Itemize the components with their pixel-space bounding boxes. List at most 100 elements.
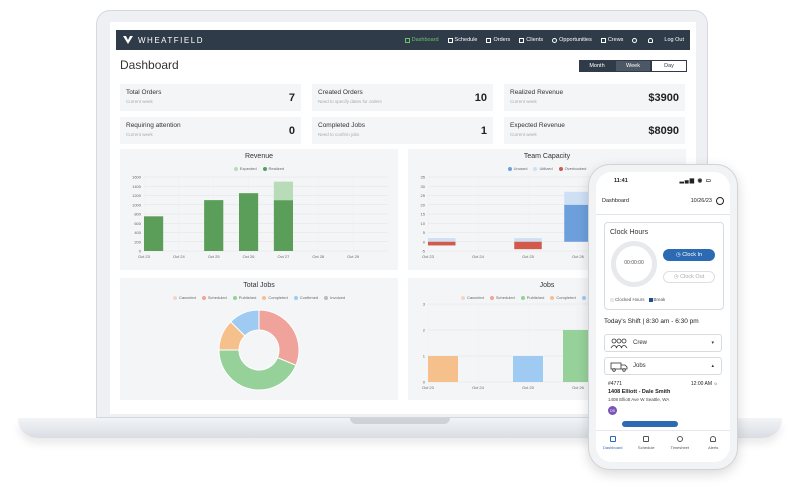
legend-item[interactable]: Completed [550, 295, 576, 300]
legend-item[interactable]: Scheduled [489, 295, 515, 300]
range-day-button[interactable]: Day [651, 60, 687, 72]
tab-alerts[interactable]: Alerts [697, 431, 731, 462]
jobs-dropdown[interactable]: Jobs ▴ [604, 357, 722, 375]
phone-time: 11:41 [614, 178, 628, 184]
chart-icon [404, 37, 410, 43]
legend-break: Break [648, 297, 665, 302]
y-tick-label: 1200 [132, 193, 142, 198]
legend-item[interactable]: Scheduled [201, 295, 227, 300]
bell-icon [710, 436, 717, 442]
stat-expected-revenue: Expected Revenue Current week $8090 [504, 117, 685, 144]
clock-title: Clock Hours [610, 229, 649, 236]
y-tick-label: 1000 [132, 202, 142, 207]
clock-hours-card: Clock Hours 00:00:00 ◷ Clock In ◷ Clock … [604, 222, 724, 310]
legend-item[interactable]: Published [232, 295, 256, 300]
x-tick-label: Oct 24 [472, 254, 485, 259]
clock-in-button[interactable]: ◷ Clock In [663, 249, 715, 261]
gear-icon [632, 37, 638, 43]
divider [596, 214, 730, 215]
nav-crews-label: Crews [607, 37, 624, 43]
phone-date: 10/26/23 [690, 198, 712, 204]
legend-item[interactable]: Published [520, 295, 544, 300]
nav-schedule-label: Schedule [454, 37, 478, 43]
truck-icon [600, 37, 606, 43]
nav-schedule[interactable]: Schedule [447, 37, 478, 43]
laptop-notch [350, 418, 450, 424]
nav-profile[interactable] [648, 37, 655, 43]
tab-label: Alerts [708, 445, 719, 450]
stat-sub: Current week [510, 132, 537, 137]
clock-out-label: Clock Out [680, 274, 705, 280]
stat-label: Created Orders [318, 89, 363, 96]
range-month-button[interactable]: Month [579, 60, 615, 72]
tab-timesheet[interactable]: Timesheet [663, 431, 697, 462]
chart-legend: Canceled Scheduled Published Completed Confi… [120, 295, 398, 300]
nav-crews[interactable]: Crews [600, 37, 624, 43]
stat-sub: Need to specify dates for orders [318, 99, 382, 104]
chevron-down-icon: ▾ [711, 340, 714, 346]
y-tick-label: 0 [139, 249, 142, 254]
stat-value: $3900 [648, 92, 679, 104]
donut-slice-scheduled [258, 309, 300, 366]
clock-icon [676, 436, 683, 442]
y-tick-label: 400 [134, 230, 141, 235]
chart-legend: Unused Utilized Overbooked [408, 166, 686, 171]
nav-logout[interactable]: Log Out [664, 37, 684, 43]
todays-shift: Today's Shift | 8:30 am - 6:30 pm [604, 318, 699, 325]
x-tick-label: Oct 24 [472, 385, 485, 390]
bar-realized [204, 200, 224, 251]
chart-title: Revenue [244, 153, 274, 160]
contact-icon [519, 37, 525, 43]
legend-item[interactable]: Utilized [533, 166, 553, 171]
user-icon[interactable] [716, 197, 724, 205]
stat-value: 1 [480, 125, 487, 137]
bar-expected [273, 181, 294, 201]
y-tick-label: 1400 [132, 184, 142, 189]
job-number: #4771 [608, 381, 622, 387]
crew-dropdown[interactable]: Crew ▾ [604, 334, 722, 352]
brand-name: WHEATFIELD [138, 35, 204, 45]
y-tick-label: 800 [134, 212, 141, 217]
legend-item[interactable]: Confirmed [293, 295, 318, 300]
tab-dashboard[interactable]: Dashboard [596, 431, 630, 462]
nav-clients-label: Clients [526, 37, 544, 43]
legend-clocked: Clocked Hours [610, 297, 645, 302]
legend-item[interactable]: Overbooked [558, 166, 586, 171]
nav-orders-label: Orders [493, 37, 511, 43]
job-time: 12:00 AM ☼ [690, 381, 718, 387]
clock-out-button[interactable]: ◷ Clock Out [663, 271, 715, 283]
bar-utilized [428, 238, 456, 242]
y-tick-label: 2 [423, 328, 426, 333]
legend-item[interactable]: Canceled [460, 295, 484, 300]
x-tick-label: Oct 23 [422, 254, 435, 259]
phone-tab-bar: Dashboard Schedule Timesheet Alerts [596, 430, 730, 462]
bar-realized [144, 216, 164, 251]
stat-value: 10 [474, 92, 487, 104]
clock-in-label: Clock In [682, 252, 703, 258]
legend-item[interactable]: Expected [233, 166, 257, 171]
brand-logo[interactable]: WHEATFIELD [122, 35, 204, 45]
phone-header: Dashboard 10/26/23 [602, 197, 724, 210]
y-tick-label: -5 [421, 249, 425, 254]
nav-settings[interactable] [632, 37, 639, 43]
nav-dashboard[interactable]: Dashboard [404, 37, 439, 43]
range-switch: Month Week Day [579, 60, 687, 72]
tab-schedule[interactable]: Schedule [630, 431, 664, 462]
stat-created-orders: Created Orders Need to specify dates for… [312, 84, 493, 111]
nav-opportunities[interactable]: Opportunities [552, 37, 592, 43]
legend-item[interactable]: Invoiced [324, 295, 345, 300]
dollar-icon [552, 37, 558, 43]
phone-frame: 11:41 ▂▄▆ ◉ ▭ Dashboard 10/26/23 Clock H… [588, 164, 738, 470]
stat-completed-jobs: Completed Jobs Need to confirm jobs 1 [312, 117, 493, 144]
range-week-button[interactable]: Week [615, 60, 651, 72]
legend-item[interactable]: Completed [262, 295, 288, 300]
chart-legend: Expected Realized [120, 166, 398, 171]
legend-item[interactable]: Canceled [172, 295, 196, 300]
nav-clients[interactable]: Clients [519, 37, 543, 43]
nav-orders[interactable]: Orders [486, 37, 510, 43]
legend-item[interactable]: Realized [262, 166, 284, 171]
legend-item[interactable]: Unused [507, 166, 527, 171]
y-tick-label: 25 [421, 193, 426, 198]
revenue-chart: 0 200 400 600 800 1000 1200 1400 1600 Oct 23 Oct 2… [132, 175, 388, 259]
y-tick-label: 0 [423, 239, 426, 244]
